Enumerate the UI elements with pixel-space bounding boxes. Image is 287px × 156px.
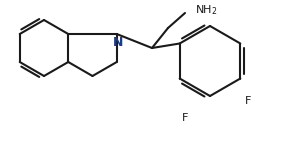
Text: N: N [113,36,123,49]
Text: F: F [245,96,251,106]
Text: NH$_2$: NH$_2$ [195,3,218,17]
Text: F: F [182,113,188,123]
